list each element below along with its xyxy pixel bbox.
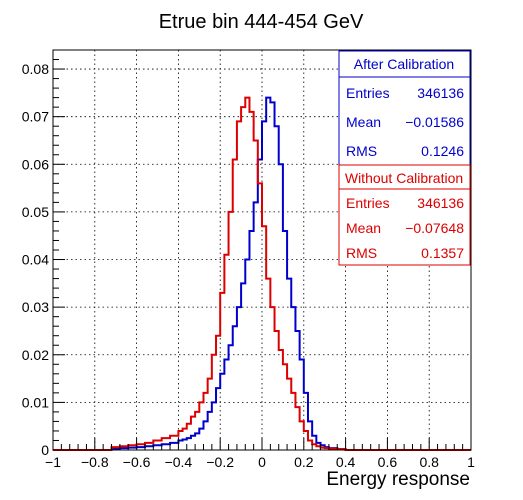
y-tick-label: 0.01 <box>22 394 49 410</box>
stats-box-without: Without Calibration Entries 346136 Mean … <box>338 164 471 266</box>
axis-ticks: −1 −0.8 −0.6 −0.4 −0.2 0 0.2 0.4 0.6 0.8 1 0 0.01 0.0… <box>22 59 475 470</box>
x-tick-label: 0.2 <box>294 454 314 470</box>
y-tick-label: 0.03 <box>22 299 49 315</box>
x-axis-label: Energy response <box>326 469 470 490</box>
x-tick-label: 1 <box>467 454 475 470</box>
stats-box-after: After Calibration Entries 346136 Mean −0… <box>338 50 471 166</box>
x-tick-label: 0.6 <box>378 454 398 470</box>
y-tick-label: 0.04 <box>22 252 49 268</box>
y-tick-label: 0.07 <box>22 109 49 125</box>
x-tick-label: −0.8 <box>81 454 109 470</box>
stats-after-rms-value: 0.1246 <box>421 143 464 159</box>
x-tick-label: −0.4 <box>165 454 193 470</box>
x-tick-label: −0.2 <box>206 454 234 470</box>
x-tick-label: −1 <box>45 454 61 470</box>
stats-without-rms-value: 0.1357 <box>421 245 464 261</box>
stats-after-mean-label: Mean <box>346 114 381 130</box>
x-tick-label: 0.4 <box>336 454 356 470</box>
stats-box-without-frame <box>338 164 471 266</box>
stats-after-mean-value: −0.01586 <box>405 114 464 130</box>
y-tick-label: 0.08 <box>22 61 49 77</box>
stats-without-entries-label: Entries <box>346 195 390 211</box>
stats-after-entries-label: Entries <box>346 85 390 101</box>
stats-without-entries-value: 346136 <box>417 195 464 211</box>
without-calibration-series <box>53 96 471 451</box>
stats-without-mean-label: Mean <box>346 220 381 236</box>
histogram-series <box>53 96 471 451</box>
stats-without-mean-value: −0.07648 <box>405 220 464 236</box>
x-tick-label: 0 <box>258 454 266 470</box>
stats-without-rms-label: RMS <box>346 245 377 261</box>
x-tick-label: −0.6 <box>123 454 151 470</box>
chart-title: Etrue bin 444-454 GeV <box>159 11 364 33</box>
y-tick-label: 0.06 <box>22 156 49 172</box>
stats-without-header: Without Calibration <box>345 170 463 186</box>
stats-after-rms-label: RMS <box>346 143 377 159</box>
stats-box-after-frame <box>338 50 471 166</box>
after-calibration-series <box>53 96 471 451</box>
stats-after-entries-value: 346136 <box>417 85 464 101</box>
stats-after-header: After Calibration <box>354 56 454 72</box>
y-tick-label: 0.02 <box>22 347 49 363</box>
x-tick-label: 0.8 <box>419 454 439 470</box>
y-tick-label: 0.05 <box>22 204 49 220</box>
y-tick-label: 0 <box>41 442 49 458</box>
